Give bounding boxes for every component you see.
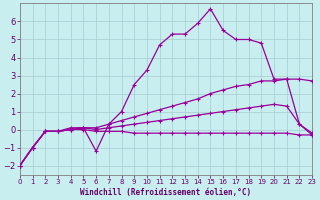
X-axis label: Windchill (Refroidissement éolien,°C): Windchill (Refroidissement éolien,°C) — [80, 188, 252, 197]
